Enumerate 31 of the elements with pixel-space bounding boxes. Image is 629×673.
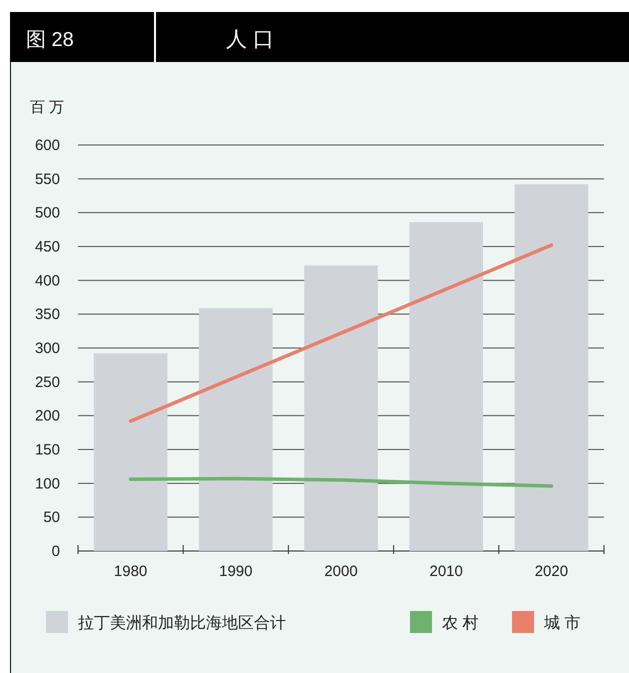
y-tick-label: 350 [34,306,60,324]
line-series [128,243,554,423]
x-tick-label: 2010 [430,563,463,580]
legend-label: 农 村 [442,614,478,632]
y-tick-label: 200 [34,408,60,425]
y-tick-label: 250 [34,374,60,391]
y-tick-label: 550 [34,170,60,188]
y-tick-label: 400 [34,272,60,290]
legend-label: 城 市 [543,614,580,632]
legend-label: 拉丁美洲和加勒比海地区合计 [78,614,286,632]
bar [514,184,588,551]
y-tick-label: 50 [43,509,60,526]
x-tick-label: 2000 [324,563,358,580]
x-tick-label: 1980 [114,563,148,580]
y-tick-label: 450 [34,238,60,256]
line-series [128,476,554,488]
y-tick-label: 600 [34,137,60,154]
bar [94,353,168,551]
bar [198,308,273,551]
y-tick-label: 0 [52,543,60,560]
y-tick-label: 300 [34,340,60,357]
y-axis-title: 百 万 [30,99,64,116]
y-tick-label: 500 [34,204,60,222]
y-tick-label: 100 [34,475,60,492]
bar [409,222,484,551]
x-tick-label: 2020 [534,563,568,580]
chart-subtitle: 图 28 [26,29,74,51]
x-tick-label: 1990 [219,563,252,580]
y-tick-label: 150 [34,442,60,458]
chart-title: 人 口 [226,28,274,51]
bar [304,265,378,551]
